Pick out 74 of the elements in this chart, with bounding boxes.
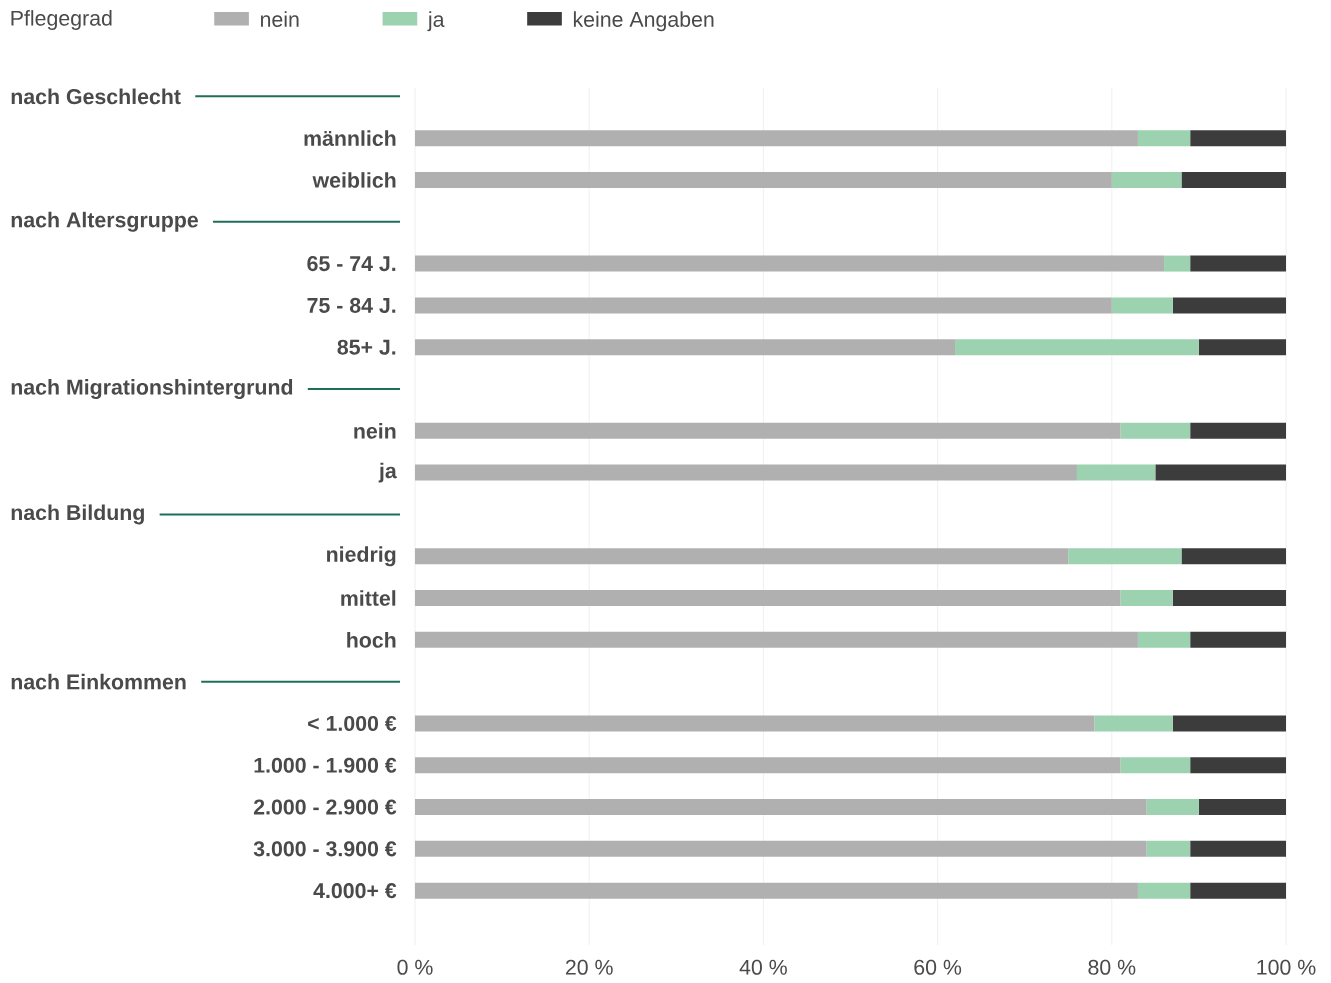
bar [1146, 840, 1191, 857]
bar [1164, 255, 1191, 272]
bar [1120, 422, 1191, 439]
bar [415, 590, 1121, 607]
y-tick-label: hoch [347, 632, 396, 648]
bar [1181, 171, 1286, 188]
bar [415, 255, 1165, 272]
text: nach Migrationshintergrund [11, 379, 293, 399]
bar [1076, 464, 1156, 481]
y-tick-label: ja [378, 462, 397, 483]
bar [1146, 799, 1199, 816]
y-tick-label: 3.000 - 3.900 € [253, 841, 397, 857]
x-tick-label: 100 % [1257, 959, 1316, 975]
bar [415, 882, 1138, 899]
bar [415, 631, 1138, 648]
bar [1120, 590, 1173, 607]
bar [1111, 171, 1182, 188]
y-tick-label: 1.000 - 1.900 € [254, 757, 397, 773]
bar [1198, 799, 1286, 816]
bar [1172, 715, 1286, 732]
bar [1137, 631, 1191, 648]
bar [1190, 840, 1286, 857]
bar [1190, 757, 1286, 774]
bar [955, 339, 1199, 356]
bar [1181, 548, 1286, 565]
bar [1120, 757, 1191, 774]
text: nach Bildung [11, 504, 144, 525]
text: nach Altersgruppe [11, 211, 198, 232]
x-tick-label: 0 % [397, 959, 433, 975]
y-tick-label: < 1.000 € [308, 715, 397, 731]
y-tick-label: niedrig [327, 546, 396, 567]
y-tick-label: weiblich [312, 172, 396, 188]
bar [415, 339, 956, 356]
bar [1190, 882, 1286, 899]
bar [415, 757, 1121, 774]
y-tick-label: 4.000+ € [313, 883, 397, 899]
x-tick-label: 40 % [739, 959, 787, 975]
legend-label: keine Angaben [573, 11, 714, 32]
x-tick-label: 60 % [914, 959, 962, 975]
legend-title: Pflegegrad [11, 10, 112, 30]
bar [1190, 130, 1286, 147]
bar [1068, 548, 1182, 565]
bar [415, 715, 1095, 732]
bar [1172, 297, 1286, 314]
y-tick-label: 75 - 84 J. [307, 297, 396, 313]
bar [1137, 882, 1191, 899]
bar [1172, 590, 1286, 607]
y-tick-label: männlich [304, 130, 396, 146]
bar [415, 464, 1077, 481]
bar [1198, 339, 1286, 356]
bar [415, 130, 1138, 147]
bar [1190, 631, 1286, 648]
bar [1155, 464, 1286, 481]
y-tick-label: 2.000 - 2.900 € [253, 799, 397, 815]
bar [415, 422, 1121, 439]
bar [1190, 255, 1286, 272]
bar [415, 548, 1069, 565]
text: nach Einkommen [11, 673, 186, 690]
bar [1137, 130, 1191, 147]
y-tick-label: 65 - 74 J. [307, 256, 396, 272]
y-tick-label: nein [354, 422, 396, 439]
legend-label: ja [427, 11, 445, 32]
y-tick-label: 85+ J. [337, 339, 396, 355]
text: nach Geschlecht [11, 88, 181, 105]
x-tick-label: 80 % [1088, 959, 1136, 975]
bar [1094, 715, 1173, 732]
x-tick-label: 20 % [565, 959, 613, 975]
bar [1190, 422, 1286, 439]
bar [415, 799, 1147, 816]
bar [415, 840, 1147, 857]
y-tick-label: mittel [341, 590, 396, 606]
bar [415, 297, 1112, 314]
bar [415, 171, 1112, 188]
bar [1111, 297, 1173, 314]
